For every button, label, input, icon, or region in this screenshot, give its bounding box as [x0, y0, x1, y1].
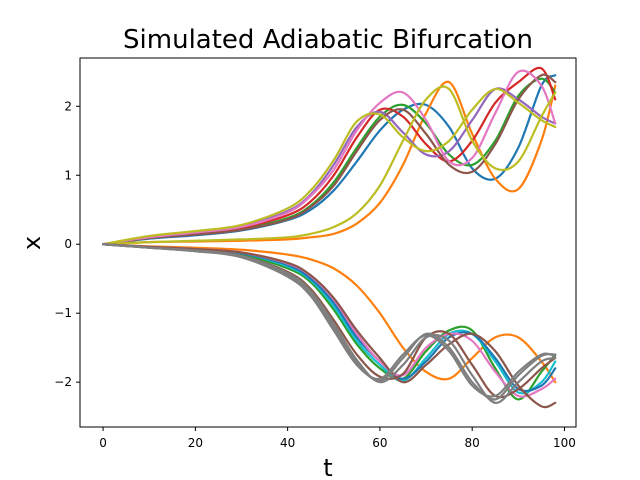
series-line-19 [101, 243, 557, 398]
y-tick-label: 1 [64, 168, 72, 182]
x-axis: 0 20 40 60 80 100 [99, 427, 576, 450]
x-tick-label: 20 [188, 436, 203, 450]
x-tick-label: 80 [465, 436, 480, 450]
y-tick-label: 2 [64, 99, 72, 113]
series-line-6 [101, 73, 557, 246]
x-axis-label: t [323, 454, 332, 480]
series-group [101, 66, 557, 409]
x-tick-label: 0 [99, 436, 107, 450]
series-line-7 [101, 69, 557, 246]
plot-frame [79, 57, 577, 428]
y-tick-label: −1 [54, 306, 72, 320]
series-line-18 [101, 243, 557, 404]
series-line-9 [101, 85, 557, 246]
x-tick-label: 100 [553, 436, 576, 450]
x-tick-label: 40 [280, 436, 295, 450]
y-axis-label: x [18, 236, 46, 250]
chart-title: Simulated Adiabatic Bifurcation [123, 25, 533, 55]
series-line-8 [101, 87, 557, 246]
series-line-16 [101, 243, 557, 409]
x-tick-label: 60 [372, 436, 387, 450]
series-line-1 [101, 74, 557, 246]
series-line-10 [101, 243, 557, 384]
y-tick-label: −2 [54, 375, 72, 389]
series-line-2 [101, 80, 557, 246]
y-axis: −2 −1 0 1 2 [54, 99, 80, 389]
y-tick-label: 0 [64, 237, 72, 251]
